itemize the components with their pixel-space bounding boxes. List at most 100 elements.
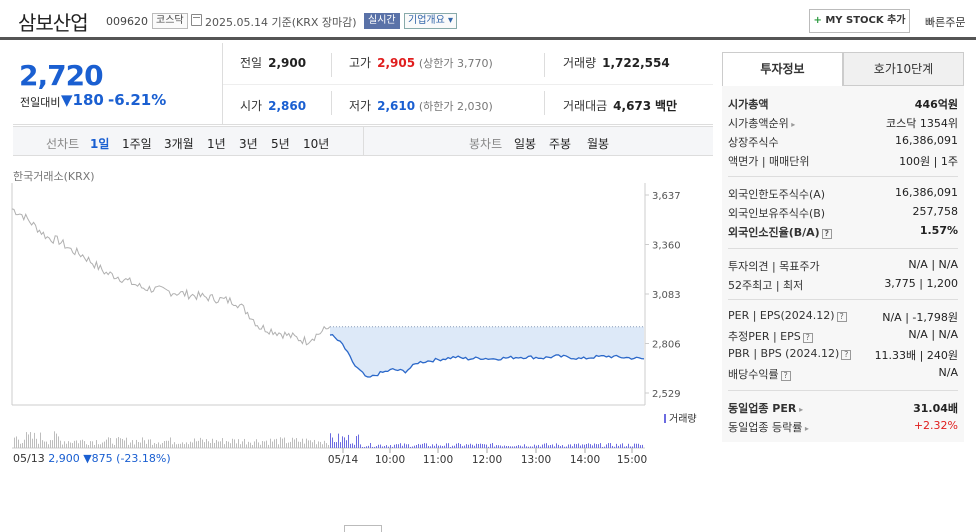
volume-bar xyxy=(40,432,41,448)
help-icon[interactable]: ? xyxy=(802,333,813,343)
volume-bar xyxy=(372,446,373,448)
volume-bar xyxy=(502,446,503,448)
volume-bar xyxy=(418,443,419,448)
volume-bar xyxy=(72,443,73,448)
volume-bar xyxy=(226,441,227,448)
investment-info-panel: 투자정보 호가10단계 시가총액 446억원 시가총액순위 ▸ 코스닥 1354위 상장… xyxy=(722,52,964,442)
low-value: 2,610 xyxy=(377,99,416,113)
today-line xyxy=(329,334,645,378)
volume-bar xyxy=(306,438,307,448)
volume-bar xyxy=(168,440,169,448)
volume-bar xyxy=(530,446,531,448)
low-cell: 저가 2,610 (하한가 2,030) xyxy=(349,97,493,114)
volume-bar xyxy=(504,445,505,448)
volume-bar xyxy=(310,440,311,448)
volume-bar xyxy=(166,440,167,448)
info-row-label: 외국인한도주식수(A) xyxy=(728,188,826,201)
volume-bar xyxy=(252,444,253,448)
volume-bar xyxy=(102,442,103,448)
price-chart[interactable]: 3,637 3,360 3,083 2,806 2,529 05/14 10:00 11:0… xyxy=(0,180,712,470)
volume-bar xyxy=(522,446,523,448)
volume-bar xyxy=(428,446,429,448)
chevron-right-icon[interactable]: ▸ xyxy=(788,120,796,129)
volume-bar xyxy=(586,443,587,448)
divider xyxy=(363,127,364,156)
realtime-badge[interactable]: 실시간 xyxy=(364,13,400,29)
volume-bar xyxy=(618,445,619,448)
volume-bar xyxy=(488,446,489,448)
divider xyxy=(544,91,545,115)
period-1w[interactable]: 1주일 xyxy=(122,137,152,151)
volume-bar xyxy=(356,436,357,448)
info-row: 액면가 | 매매단위 100원 | 1주 xyxy=(728,153,958,171)
help-icon[interactable]: ? xyxy=(821,229,832,239)
volume-bar xyxy=(278,444,279,448)
info-row-label: PER | EPS(2024.12)? xyxy=(728,309,847,322)
volume-bar xyxy=(440,445,441,448)
candle-weekly[interactable]: 주봉 xyxy=(549,137,572,151)
company-info-dropdown[interactable]: 기업개요 ▾ xyxy=(404,13,458,29)
help-icon[interactable]: ? xyxy=(841,350,852,360)
volume-bar xyxy=(478,443,479,448)
info-row-label: 동일업종 등락률 ▸ xyxy=(728,421,809,434)
prev-diff-label: 전일대비 xyxy=(20,96,61,109)
volume-bar xyxy=(628,443,629,448)
volume-bar xyxy=(332,437,333,448)
amount-label: 거래대금 xyxy=(563,99,608,113)
volume-bar xyxy=(432,444,433,448)
info-row-value: 257,758 xyxy=(912,205,959,218)
volume-bar xyxy=(354,444,355,448)
volume-bar xyxy=(446,443,447,448)
info-row-label: 투자의견 | 목표주가 xyxy=(728,260,820,273)
volume-bar xyxy=(550,444,551,448)
volume-bar xyxy=(392,446,393,448)
volume-bar xyxy=(378,444,379,448)
candle-daily[interactable]: 일봉 xyxy=(514,137,537,151)
volume-bar xyxy=(110,438,111,448)
volume-bar xyxy=(328,444,329,448)
volume-bar xyxy=(294,439,295,448)
info-row-label: 외국인보유주식수(B) xyxy=(728,207,826,220)
volume-bar xyxy=(592,445,593,448)
tab-investment-info[interactable]: 투자정보 xyxy=(722,52,843,86)
volume-bar xyxy=(224,444,225,448)
candle-chart-label[interactable]: 봉차트 xyxy=(469,137,503,151)
period-1d[interactable]: 1일 xyxy=(90,137,110,151)
volume-bar xyxy=(46,441,47,448)
period-10y[interactable]: 10년 xyxy=(303,137,330,151)
volume-bar xyxy=(54,431,55,448)
period-1y[interactable]: 1년 xyxy=(207,137,226,151)
info-row-value: 446억원 xyxy=(914,98,958,111)
tab-orderbook[interactable]: 호가10단계 xyxy=(843,52,964,86)
period-5y[interactable]: 5년 xyxy=(271,137,290,151)
volume-bar xyxy=(148,439,149,448)
scroll-handle[interactable] xyxy=(344,525,382,532)
mystock-label: MY STOCK 추가 xyxy=(825,15,906,26)
period-3m[interactable]: 3개월 xyxy=(164,137,194,151)
mystock-add-button[interactable]: + MY STOCK 추가 xyxy=(809,9,910,33)
volume-bar xyxy=(364,446,365,448)
volume-bar xyxy=(626,446,627,448)
divider xyxy=(223,84,713,85)
volume-bar xyxy=(200,437,201,448)
volume-bar xyxy=(632,446,633,448)
candle-monthly[interactable]: 월봉 xyxy=(587,137,610,151)
volume-bar xyxy=(250,442,251,448)
chevron-right-icon[interactable]: ▸ xyxy=(796,405,804,414)
chevron-right-icon[interactable]: ▸ xyxy=(802,424,809,433)
help-icon[interactable]: ? xyxy=(836,312,847,322)
volume-bar xyxy=(156,444,157,448)
info-row: 외국인보유주식수(B) 257,758 xyxy=(728,205,958,223)
volume-bar xyxy=(526,446,527,448)
help-icon[interactable]: ? xyxy=(780,371,791,381)
plus-icon: + xyxy=(813,15,822,26)
quick-order-link[interactable]: 빠른주문 xyxy=(925,16,966,29)
volume-bar xyxy=(248,441,249,448)
volume-bar xyxy=(42,440,43,448)
volume-bar xyxy=(188,444,189,448)
volume-bar xyxy=(638,443,639,448)
line-chart-label[interactable]: 선차트 xyxy=(46,137,80,151)
period-3y[interactable]: 3년 xyxy=(239,137,258,151)
volume-bar xyxy=(246,444,247,448)
diff-value: ▼180 xyxy=(61,91,104,109)
